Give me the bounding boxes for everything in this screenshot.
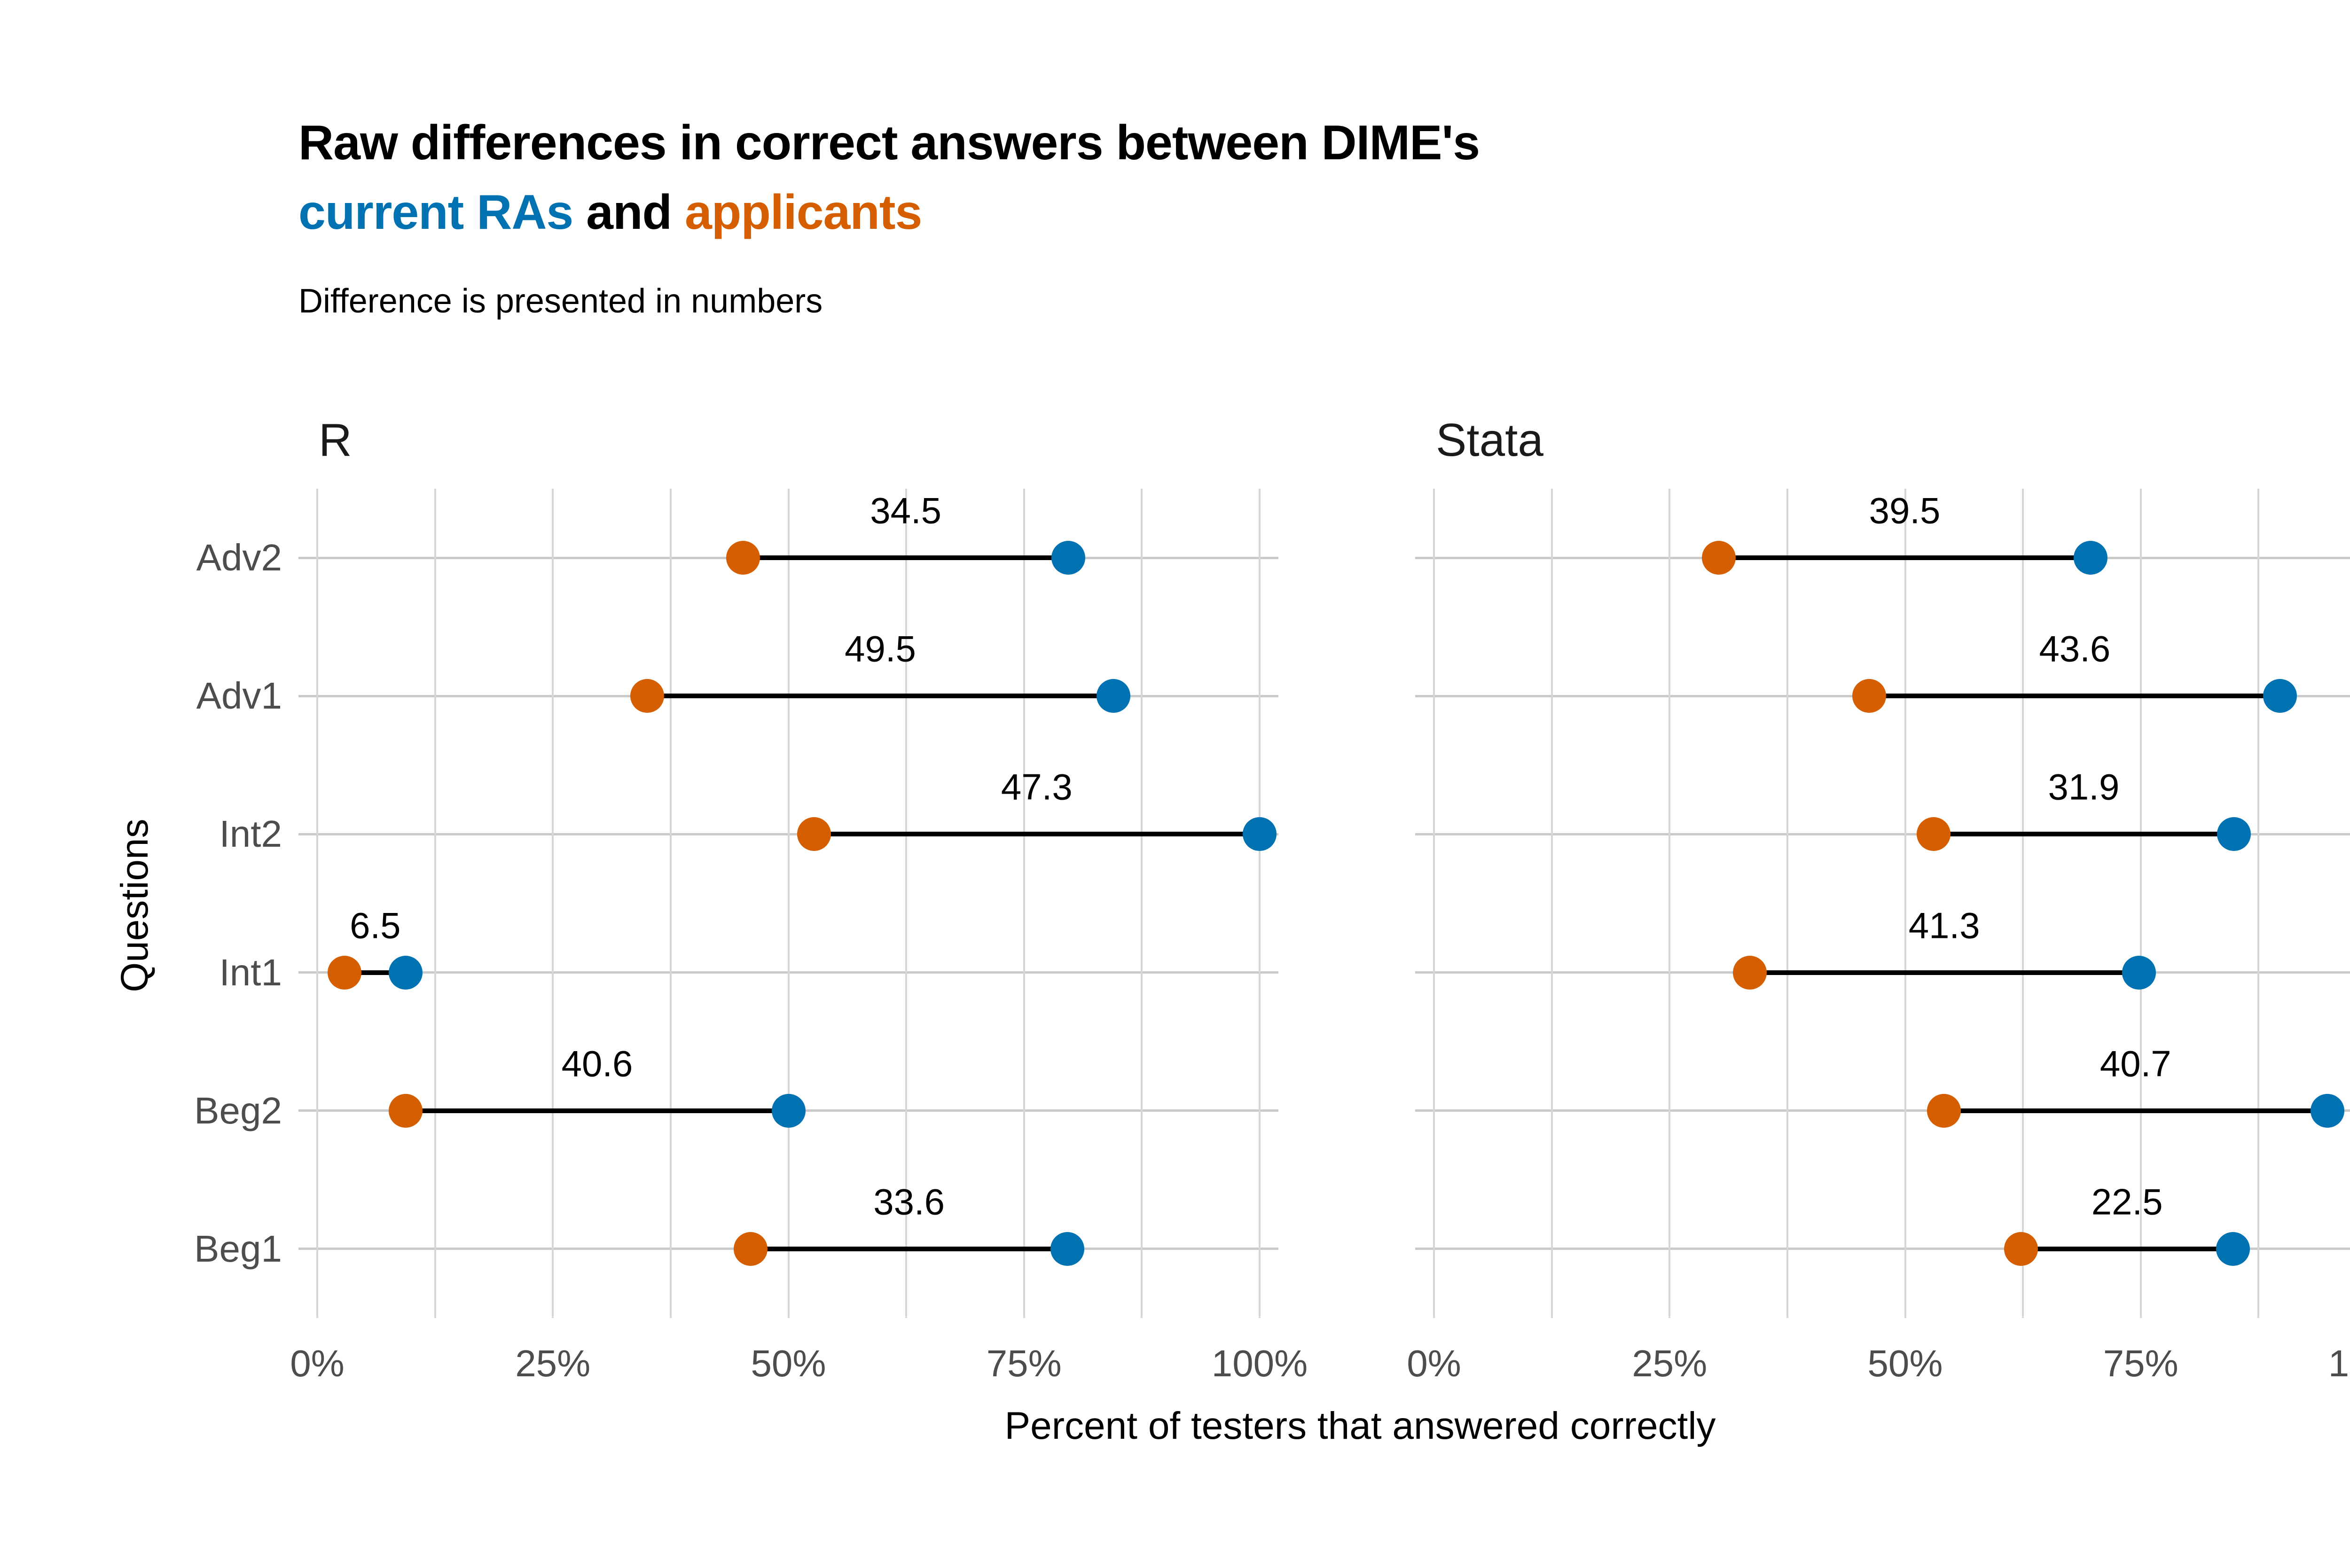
difference-label: 31.9 [2048,766,2120,808]
current-ras-dot [2216,1232,2250,1266]
v-gridline [434,489,436,1318]
x-tick-label: 100% [1211,1342,1308,1384]
x-axis-title: Percent of testers that answered correct… [1004,1404,1716,1447]
difference-label: 41.3 [1908,905,1980,946]
difference-label: 6.5 [350,905,401,946]
current-ras-dot [1050,1232,1084,1266]
dumbbell-segment [1718,555,2091,561]
v-gridline [1259,489,1261,1318]
v-gridline [2022,489,2024,1318]
v-gridline [1551,489,1553,1318]
current-ras-dot [1051,541,1085,575]
current-ras-dot [389,955,423,990]
v-gridline [787,489,790,1318]
difference-label: 22.5 [2091,1181,2163,1223]
applicants-dot [797,817,831,851]
x-tick-label: 25% [1632,1342,1708,1384]
title-series-current-ras: current RAs [298,185,573,240]
difference-label: 39.5 [1869,490,1941,531]
v-gridline [1904,489,1906,1318]
dumbbell-segment [1933,832,2234,837]
current-ras-dot [2074,541,2108,575]
difference-label: 47.3 [1001,766,1073,808]
difference-label: 33.6 [873,1181,945,1223]
current-ras-dot [2122,955,2156,990]
current-ras-dot [1243,817,1277,851]
x-tick-label: 100% [2328,1342,2350,1384]
x-tick-label: 50% [1867,1342,1943,1384]
dumbbell-segment [751,1246,1067,1251]
chart-subtitle: Difference is presented in numbers [298,282,823,320]
v-gridline [1786,489,1788,1318]
facet-label-stata: Stata [1436,414,1543,466]
v-gridline [2257,489,2260,1318]
v-gridline [1668,489,1671,1318]
x-tick-label: 75% [986,1342,1062,1384]
title-text: Raw differences in correct answers betwe… [298,116,1480,170]
dumbbell-segment [406,1108,789,1113]
h-gridline [1415,1109,2350,1112]
applicants-dot [2004,1232,2038,1266]
dumbbell-segment [1749,970,2139,975]
current-ras-dot [2310,1093,2344,1128]
dumbbell-segment [1943,1108,2327,1113]
difference-label: 49.5 [845,628,916,670]
dumbbell-segment [1869,694,2280,699]
applicants-dot [328,955,362,990]
x-tick-label: 75% [2103,1342,2178,1384]
h-gridline [1415,833,2350,835]
x-tick-label: 0% [1407,1342,1461,1384]
y-axis-label-int1: Int1 [219,951,282,993]
x-tick-label: 50% [751,1342,826,1384]
facet-label-r: R [319,414,352,466]
x-tick-label: 25% [515,1342,591,1384]
h-gridline [1415,1248,2350,1250]
applicants-dot [734,1232,768,1266]
v-gridline [669,489,672,1318]
v-gridline [316,489,318,1318]
difference-label: 40.6 [561,1043,633,1084]
applicants-dot [1916,817,1950,851]
v-gridline [1023,489,1025,1318]
applicants-dot [1852,679,1887,713]
dumbbell-segment [647,694,1114,699]
y-axis-label-adv2: Adv2 [196,537,282,579]
title-series-applicants: applicants [684,185,922,240]
dumbbell-segment [345,970,406,975]
chart-title-line1: Raw differences in correct answers betwe… [298,115,1480,171]
v-gridline [1433,489,1435,1318]
v-gridline [2139,489,2142,1318]
current-ras-dot [1097,679,1131,713]
dumbbell-segment [814,832,1260,837]
y-axis-label-adv1: Adv1 [196,675,282,717]
applicants-dot [1732,955,1767,990]
y-axis-label-int2: Int2 [219,813,282,855]
v-gridline [1141,489,1143,1318]
difference-label: 40.7 [2099,1043,2171,1084]
v-gridline [905,489,908,1318]
difference-label: 43.6 [2039,628,2111,670]
dumbbell-segment [743,555,1068,561]
current-ras-dot [2217,817,2251,851]
current-ras-dot [771,1093,806,1128]
current-ras-dot [2263,679,2297,713]
applicants-dot [726,541,760,575]
x-tick-label: 0% [290,1342,345,1384]
y-axis-label-beg2: Beg2 [194,1089,282,1131]
applicants-dot [1701,541,1736,575]
applicants-dot [630,679,664,713]
dumbbell-segment [2021,1246,2233,1251]
y-axis-label-beg1: Beg1 [194,1227,282,1270]
chart-title-line2: current RAs and applicants [298,185,922,241]
difference-label: 34.5 [870,490,942,531]
applicants-dot [389,1093,423,1128]
applicants-dot [1927,1093,1961,1128]
title-and: and [573,185,685,240]
v-gridline [552,489,554,1318]
